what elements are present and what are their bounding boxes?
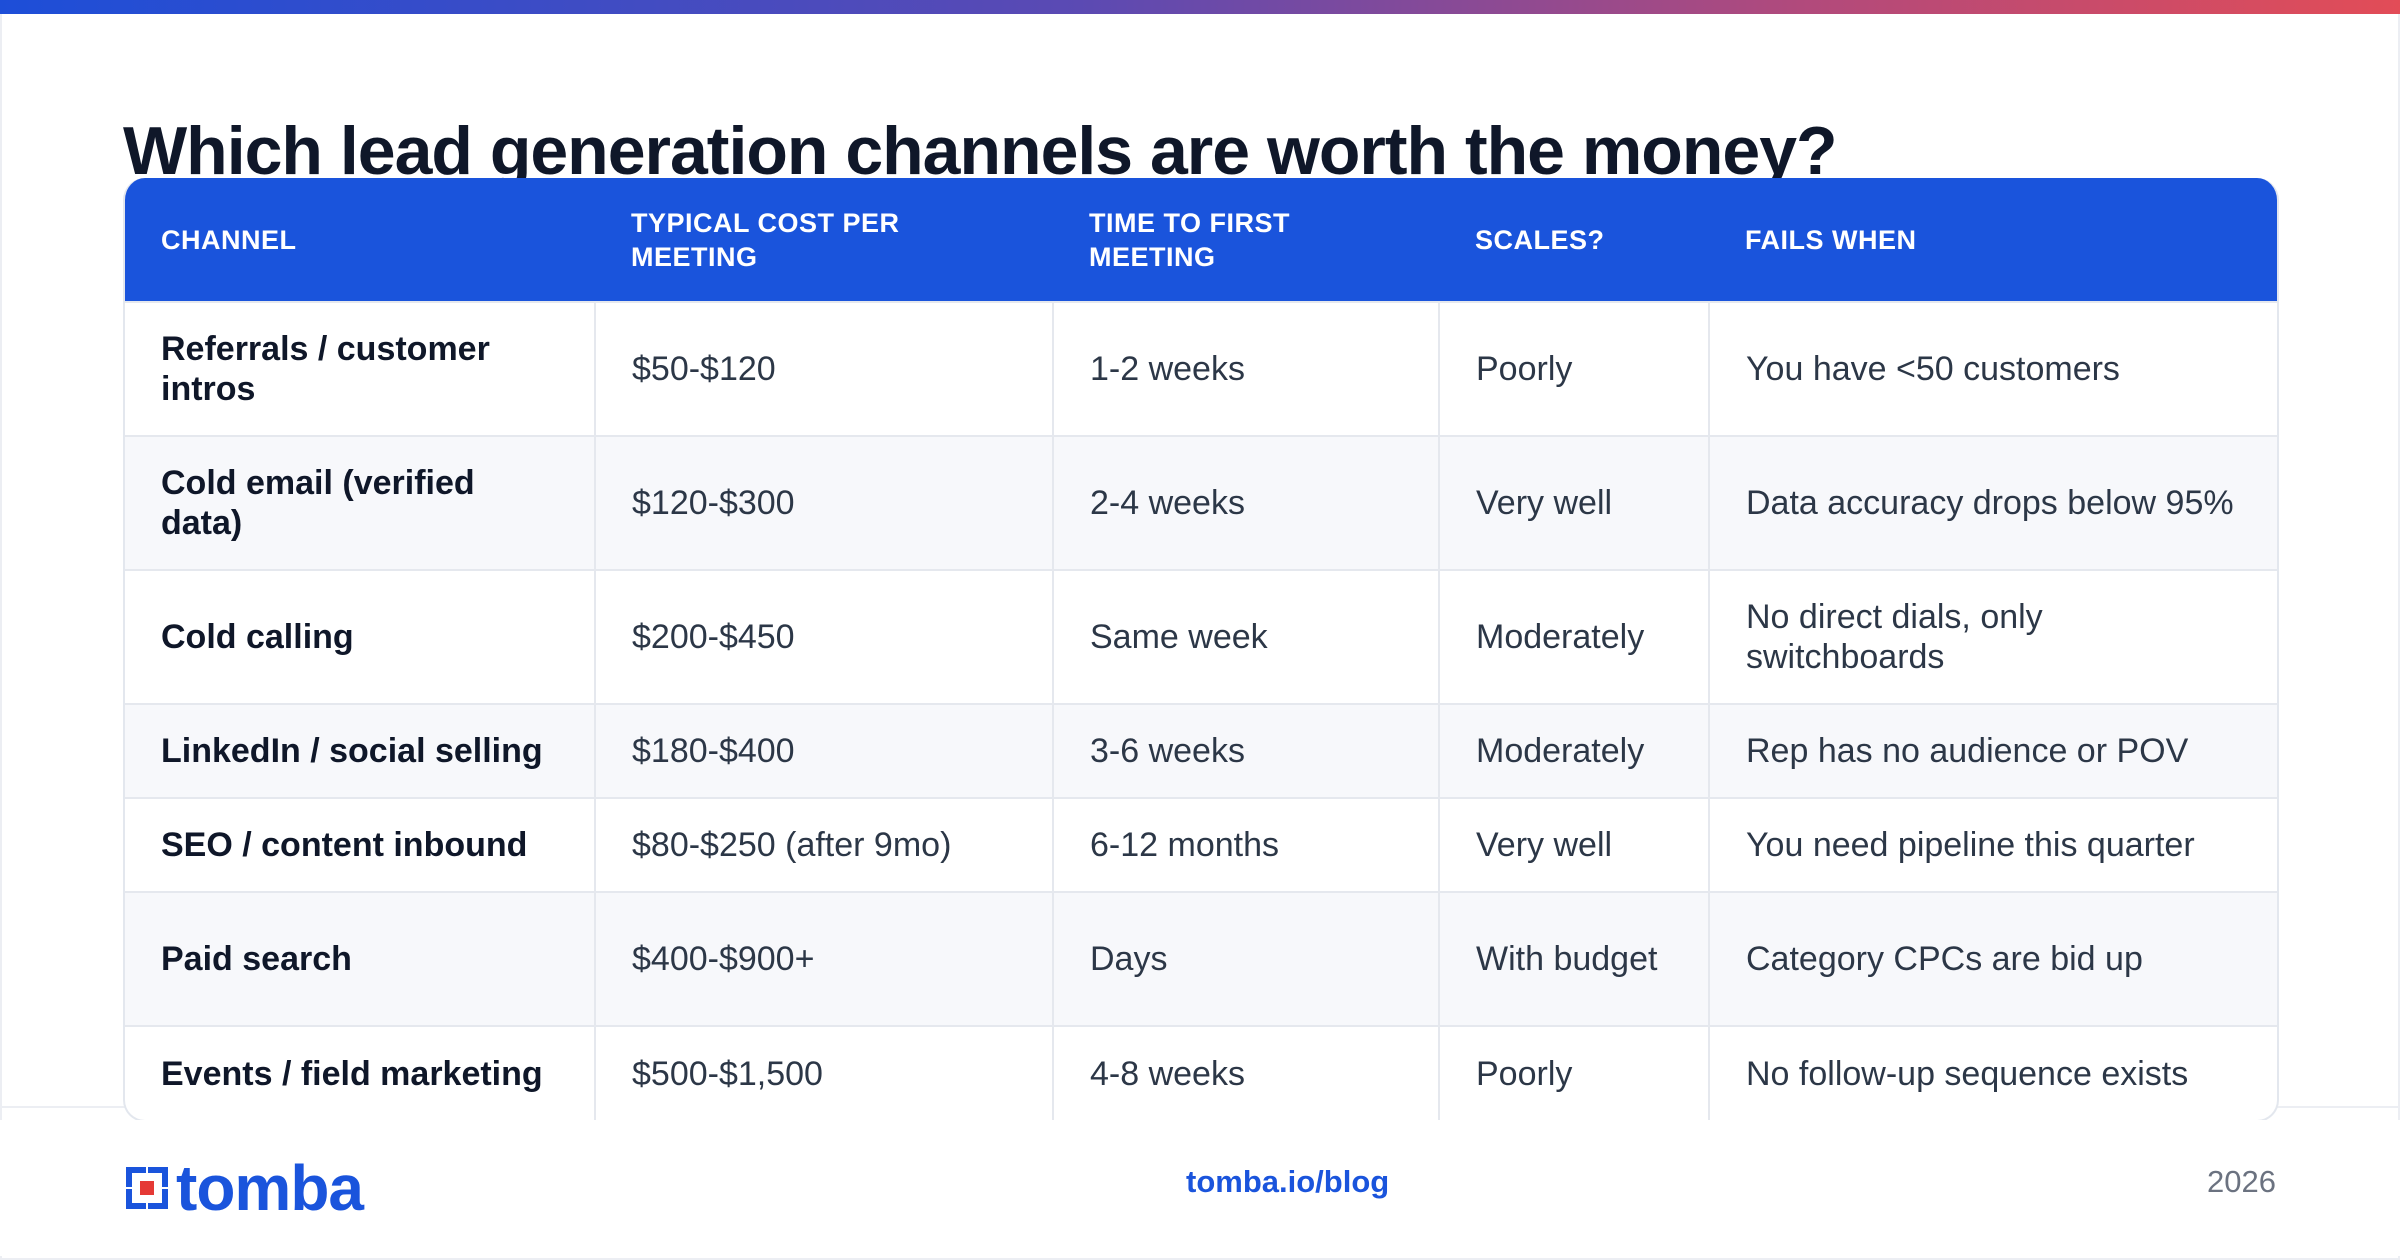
cell-time: Days: [1052, 891, 1439, 1026]
table-row: Events / field marketing $500-$1,500 4-8…: [125, 1025, 2277, 1120]
cell-scales: Moderately: [1438, 569, 1709, 704]
header-fails-when: FAILS WHEN: [1745, 224, 1917, 255]
cell-cost: $50-$120: [594, 301, 1053, 436]
cell-fails-when: You need pipeline this quarter: [1708, 797, 2277, 892]
footer: [0, 1120, 2400, 1256]
cell-cost: $200-$450: [594, 569, 1053, 704]
cell-channel: Cold email (verified data): [125, 435, 595, 570]
table-row: Cold calling $200-$450 Same week Moderat…: [125, 569, 2277, 704]
cell-channel: LinkedIn / social selling: [125, 703, 595, 798]
cell-channel: Paid search: [125, 891, 595, 1026]
cell-channel: Referrals / customer intros: [125, 301, 595, 436]
cell-fails-when: Category CPCs are bid up: [1708, 891, 2277, 1026]
table-row: Cold email (verified data) $120-$300 2-4…: [125, 435, 2277, 570]
cell-scales: Poorly: [1438, 1025, 1709, 1120]
cell-fails-when: No direct dials, only switchboards: [1708, 569, 2277, 704]
cell-fails-when: You have <50 customers: [1708, 301, 2277, 436]
cell-scales: Moderately: [1438, 703, 1709, 798]
cell-cost: $120-$300: [594, 435, 1053, 570]
cell-time: 2-4 weeks: [1052, 435, 1439, 570]
top-gradient-bar: [0, 0, 2400, 14]
cell-cost: $80-$250 (after 9mo): [594, 797, 1053, 892]
logo-wordmark: tomba: [176, 1152, 364, 1224]
table-row: SEO / content inbound $80-$250 (after 9m…: [125, 797, 2277, 892]
cell-scales: Very well: [1438, 435, 1709, 570]
cell-scales: Very well: [1438, 797, 1709, 892]
cell-cost: $400-$900+: [594, 891, 1053, 1026]
cell-time: 4-8 weeks: [1052, 1025, 1439, 1120]
cell-cost: $500-$1,500: [594, 1025, 1053, 1120]
table-row: LinkedIn / social selling $180-$400 3-6 …: [125, 703, 2277, 798]
cell-cost: $180-$400: [594, 703, 1053, 798]
header-cost-per-meeting: TYPICAL COST PER MEETING: [631, 207, 900, 272]
header-scales: SCALES?: [1475, 224, 1605, 255]
header-time-to-first-meeting: TIME TO FIRST MEETING: [1089, 207, 1290, 272]
cell-time: Same week: [1052, 569, 1439, 704]
cell-fails-when: Rep has no audience or POV: [1708, 703, 2277, 798]
table-row: Paid search $400-$900+ Days With budget …: [125, 891, 2277, 1026]
cell-time: 3-6 weeks: [1052, 703, 1439, 798]
blog-url-link[interactable]: tomba.io/blog: [1186, 1164, 1390, 1199]
tomba-logo[interactable]: tomba: [122, 1152, 364, 1224]
channel-comparison-table: CHANNEL TYPICAL COST PER MEETING TIME TO…: [125, 178, 2277, 1120]
header-channel: CHANNEL: [161, 224, 297, 255]
page-title: Which lead generation channels are worth…: [123, 113, 1838, 189]
comparison-table-card: CHANNEL TYPICAL COST PER MEETING TIME TO…: [123, 178, 2279, 1122]
cell-channel: SEO / content inbound: [125, 797, 595, 892]
cell-channel: Cold calling: [125, 569, 595, 704]
table-header-row: CHANNEL TYPICAL COST PER MEETING TIME TO…: [125, 178, 2277, 302]
cell-scales: Poorly: [1438, 301, 1709, 436]
cell-channel: Events / field marketing: [125, 1025, 595, 1120]
tomba-logo-icon: [126, 1167, 168, 1209]
cell-fails-when: No follow-up sequence exists: [1708, 1025, 2277, 1120]
cell-time: 6-12 months: [1052, 797, 1439, 892]
cell-scales: With budget: [1438, 891, 1709, 1026]
table-row: Referrals / customer intros $50-$120 1-2…: [125, 301, 2277, 436]
footer-year: 2026: [2207, 1164, 2276, 1199]
cell-time: 1-2 weeks: [1052, 301, 1439, 436]
cell-fails-when: Data accuracy drops below 95%: [1708, 435, 2277, 570]
